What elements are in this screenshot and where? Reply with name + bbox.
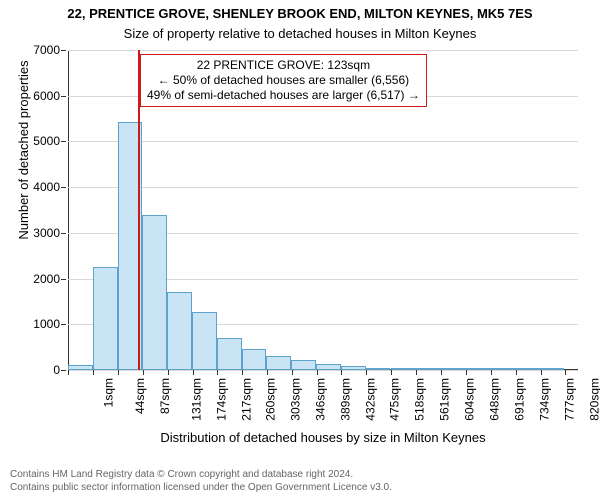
x-tick-label: 217sqm (239, 378, 253, 421)
grid-line (68, 187, 578, 188)
histogram-bar (192, 312, 217, 370)
histogram-bar (217, 338, 242, 370)
x-tick-mark (341, 370, 342, 375)
histogram-bar (440, 368, 465, 370)
x-tick-mark (565, 370, 566, 375)
x-tick-mark (466, 370, 467, 375)
x-tick-mark (391, 370, 392, 375)
y-axis-label: Number of detached properties (16, 0, 31, 310)
annotation-line-3: 49% of semi-detached houses are larger (… (147, 88, 420, 103)
x-tick-mark (416, 370, 417, 375)
x-tick-mark (292, 370, 293, 375)
x-tick-label: 691sqm (513, 378, 527, 421)
histogram-bar (167, 292, 192, 370)
x-tick-mark (541, 370, 542, 375)
y-tick-label: 1000 (20, 317, 60, 331)
x-tick-label: 389sqm (339, 378, 353, 421)
x-tick-mark (516, 370, 517, 375)
histogram-bar (539, 368, 564, 370)
chart-container: 22, PRENTICE GROVE, SHENLEY BROOK END, M… (0, 0, 600, 500)
histogram-bar (515, 368, 540, 370)
x-tick-label: 432sqm (363, 378, 377, 421)
x-tick-mark (143, 370, 144, 375)
histogram-bar (142, 215, 167, 370)
grid-line (68, 141, 578, 142)
x-tick-label: 734sqm (538, 378, 552, 421)
x-tick-label: 561sqm (438, 378, 452, 421)
x-tick-mark (193, 370, 194, 375)
histogram-bar (465, 368, 490, 370)
x-tick-label: 44sqm (133, 378, 147, 414)
footer-line-2: Contains public sector information licen… (10, 482, 392, 495)
histogram-bar (391, 368, 416, 370)
y-axis-line (68, 50, 69, 370)
x-tick-mark (317, 370, 318, 375)
histogram-bar (266, 356, 291, 370)
x-tick-mark (168, 370, 169, 375)
annotation-line-1: 22 PRENTICE GROVE: 123sqm (147, 58, 420, 73)
annotation-line-2: ← 50% of detached houses are smaller (6,… (147, 73, 420, 88)
x-tick-label: 648sqm (488, 378, 502, 421)
y-tick-label: 0 (20, 363, 60, 377)
footer-line-1: Contains HM Land Registry data © Crown c… (10, 469, 392, 482)
x-tick-mark (217, 370, 218, 375)
x-tick-mark (267, 370, 268, 375)
histogram-bar (415, 368, 440, 370)
chart-subtitle: Size of property relative to detached ho… (0, 26, 600, 41)
x-tick-label: 518sqm (413, 378, 427, 421)
x-tick-mark (68, 370, 69, 375)
x-axis-label: Distribution of detached houses by size … (68, 430, 578, 445)
histogram-bar (68, 365, 93, 370)
x-tick-label: 604sqm (463, 378, 477, 421)
x-tick-label: 131sqm (190, 378, 204, 421)
x-tick-label: 777sqm (562, 378, 576, 421)
x-tick-mark (242, 370, 243, 375)
chart-title: 22, PRENTICE GROVE, SHENLEY BROOK END, M… (0, 6, 600, 21)
x-tick-label: 87sqm (158, 378, 172, 414)
x-tick-label: 174sqm (215, 378, 229, 421)
x-tick-label: 303sqm (289, 378, 303, 421)
x-tick-mark (118, 370, 119, 375)
histogram-bar (242, 349, 267, 370)
x-tick-mark (441, 370, 442, 375)
x-tick-label: 475sqm (388, 378, 402, 421)
grid-line (68, 370, 578, 371)
footer-text: Contains HM Land Registry data © Crown c… (10, 469, 392, 494)
histogram-bar (490, 368, 515, 370)
x-tick-label: 820sqm (587, 378, 600, 421)
x-tick-label: 346sqm (314, 378, 328, 421)
histogram-bar (366, 368, 391, 370)
x-tick-label: 260sqm (264, 378, 278, 421)
x-tick-label: 1sqm (101, 378, 115, 407)
histogram-bar (93, 267, 118, 370)
x-tick-mark (93, 370, 94, 375)
x-tick-mark (491, 370, 492, 375)
histogram-bar (291, 360, 316, 371)
histogram-bar (341, 366, 366, 370)
x-tick-mark (366, 370, 367, 375)
histogram-bar (316, 364, 341, 370)
annotation-box: 22 PRENTICE GROVE: 123sqm ← 50% of detac… (140, 54, 427, 107)
grid-line (68, 50, 578, 51)
